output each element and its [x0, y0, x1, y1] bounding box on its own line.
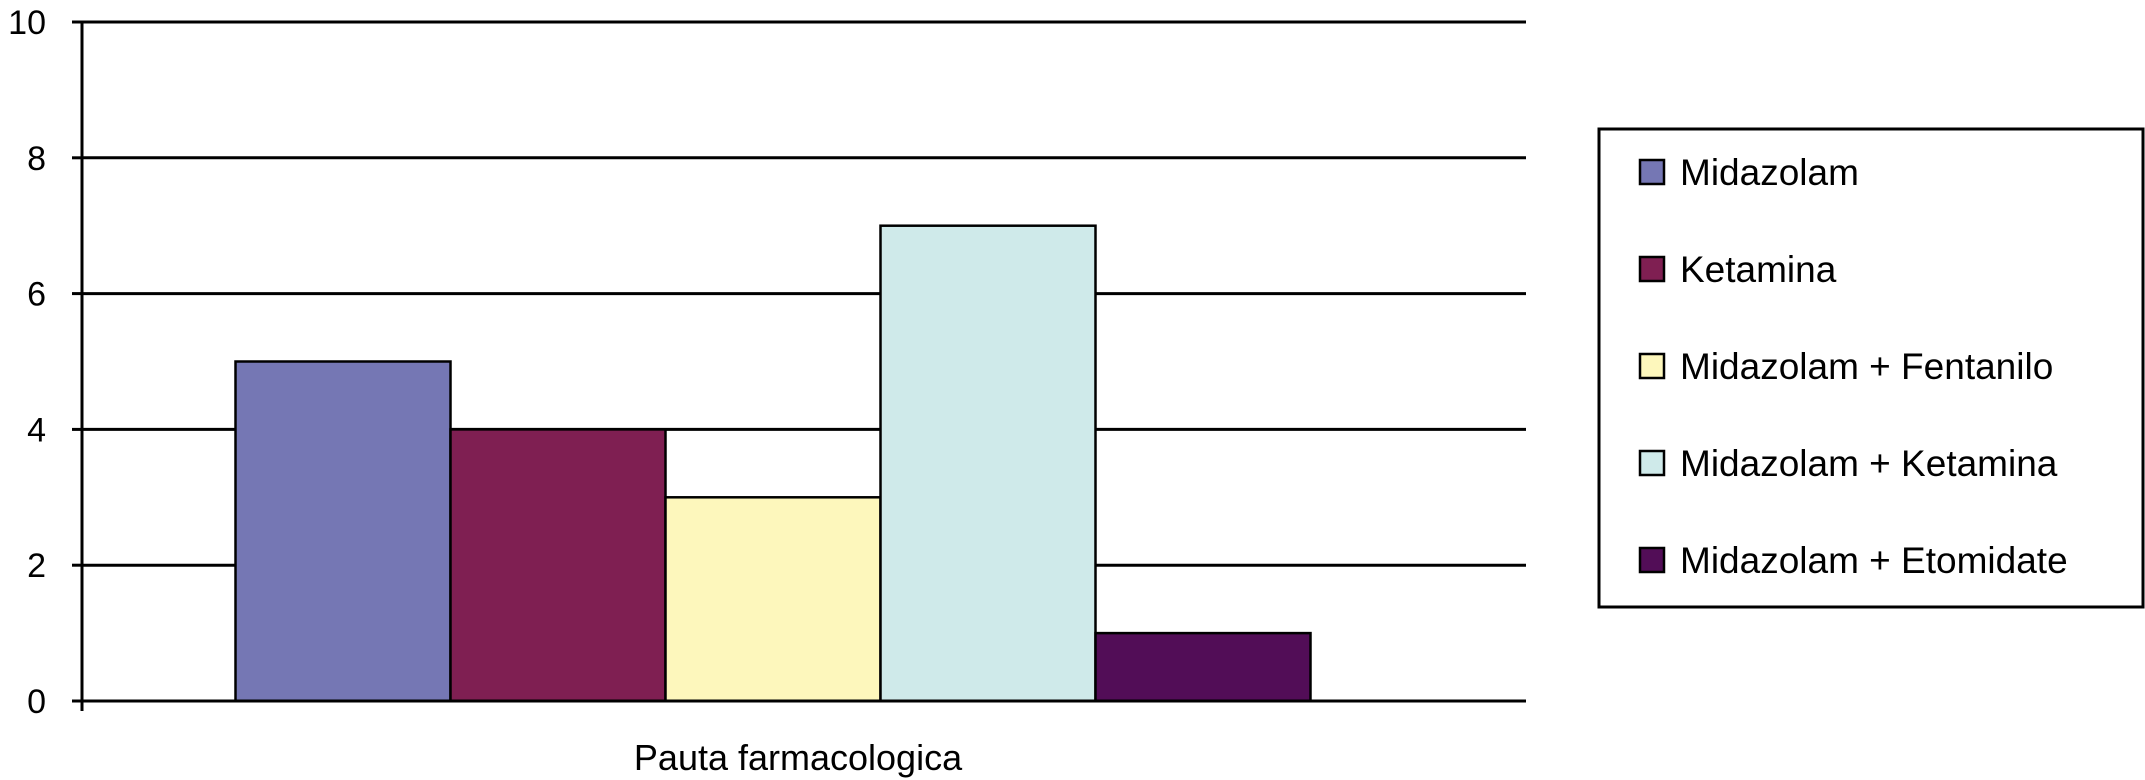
bar-midazolam-fentanilo	[664, 496, 882, 703]
legend-swatch-midazolam	[1638, 158, 1666, 186]
y-tick-label: 6	[27, 276, 46, 314]
legend-swatch-midazolam-ketamina	[1638, 449, 1666, 477]
bar-midazolam-etomidate	[1094, 631, 1312, 703]
bar-midazolam-ketamina	[879, 224, 1097, 703]
legend-swatch-midazolam-etomidate	[1638, 546, 1666, 574]
axes: 0 2 4 6 8 10 Pauta farmacologica	[8, 4, 1526, 778]
legend-swatch-ketamina	[1638, 255, 1666, 283]
legend-label-midazolam-etomidate: Midazolam + Etomidate	[1680, 540, 2068, 581]
y-tick-label: 8	[27, 140, 46, 178]
legend: Midazolam Ketamina Midazolam + Fentanilo Mi…	[1597, 127, 2145, 609]
bar-midazolam	[234, 360, 452, 703]
legend-label-midazolam-ketamina: Midazolam + Ketamina	[1680, 443, 2058, 484]
legend-swatch-midazolam-fentanilo	[1638, 352, 1666, 380]
bars	[234, 224, 1312, 703]
legend-label-midazolam: Midazolam	[1680, 152, 1859, 193]
legend-label-midazolam-fentanilo: Midazolam + Fentanilo	[1680, 346, 2053, 387]
x-tick-label: Pauta farmacologica	[634, 737, 963, 778]
bar-ketamina	[449, 428, 667, 703]
legend-box	[1597, 127, 2145, 609]
y-tick-label: 2	[27, 547, 46, 585]
y-tick-label: 4	[27, 411, 46, 449]
y-tick-label: 0	[27, 683, 46, 721]
y-tick-label: 10	[8, 4, 46, 42]
legend-label-ketamina: Ketamina	[1680, 249, 1837, 290]
